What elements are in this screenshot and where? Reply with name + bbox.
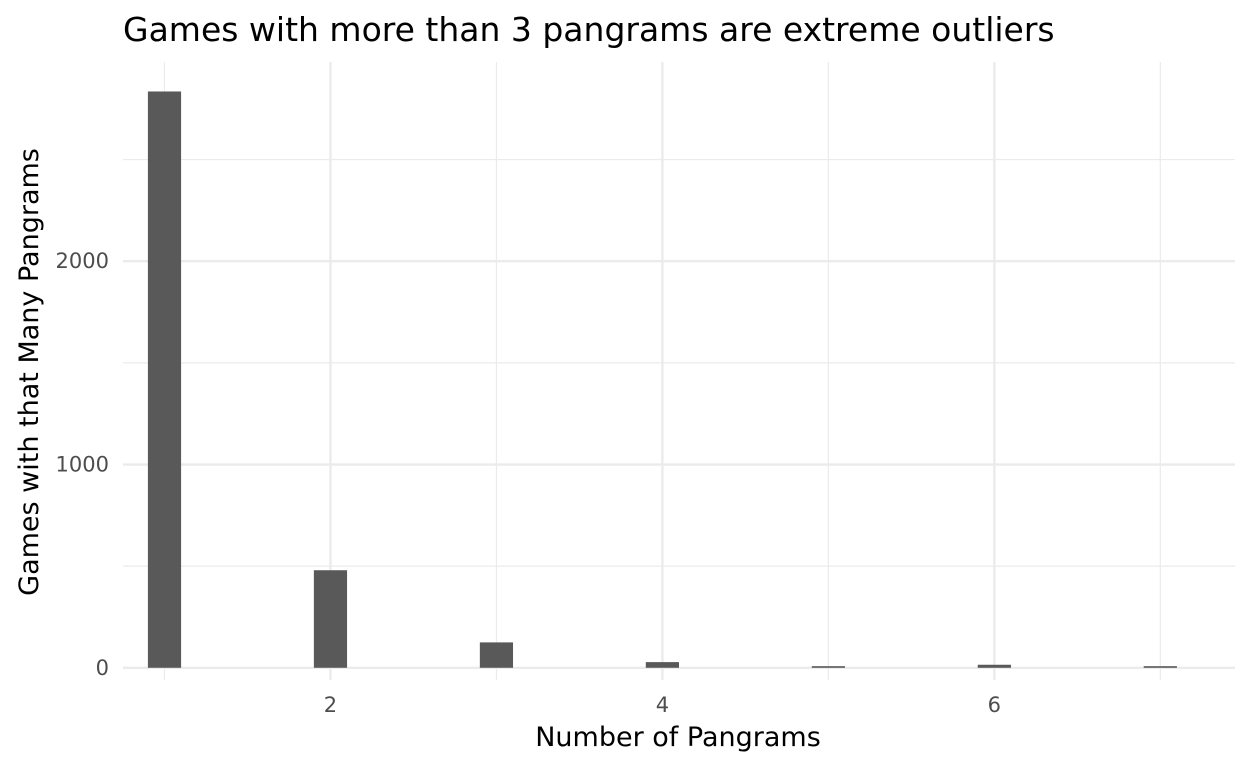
x-tick-label: 4 [656,693,669,717]
y-axis-title: Games with that Many Pangrams [14,148,45,596]
x-tick-label: 6 [988,693,1001,717]
x-tick-label: 2 [324,693,337,717]
y-tick-label: 0 [96,656,109,680]
grid-lines [123,62,1235,680]
y-tick-label: 2000 [56,249,109,273]
y-tick-label: 1000 [56,453,109,477]
bar [147,91,182,668]
chart-title: Games with more than 3 pangrams are extr… [123,10,1055,49]
tick-labels: 0 1000 2000 2 4 6 [56,249,1001,717]
x-axis-title: Number of Pangrams [535,722,821,753]
bar [1143,666,1177,668]
bars [147,91,1177,668]
bar [811,666,845,668]
bar [977,664,1011,668]
bar [645,662,679,668]
bar [313,570,348,668]
bar [479,642,514,668]
